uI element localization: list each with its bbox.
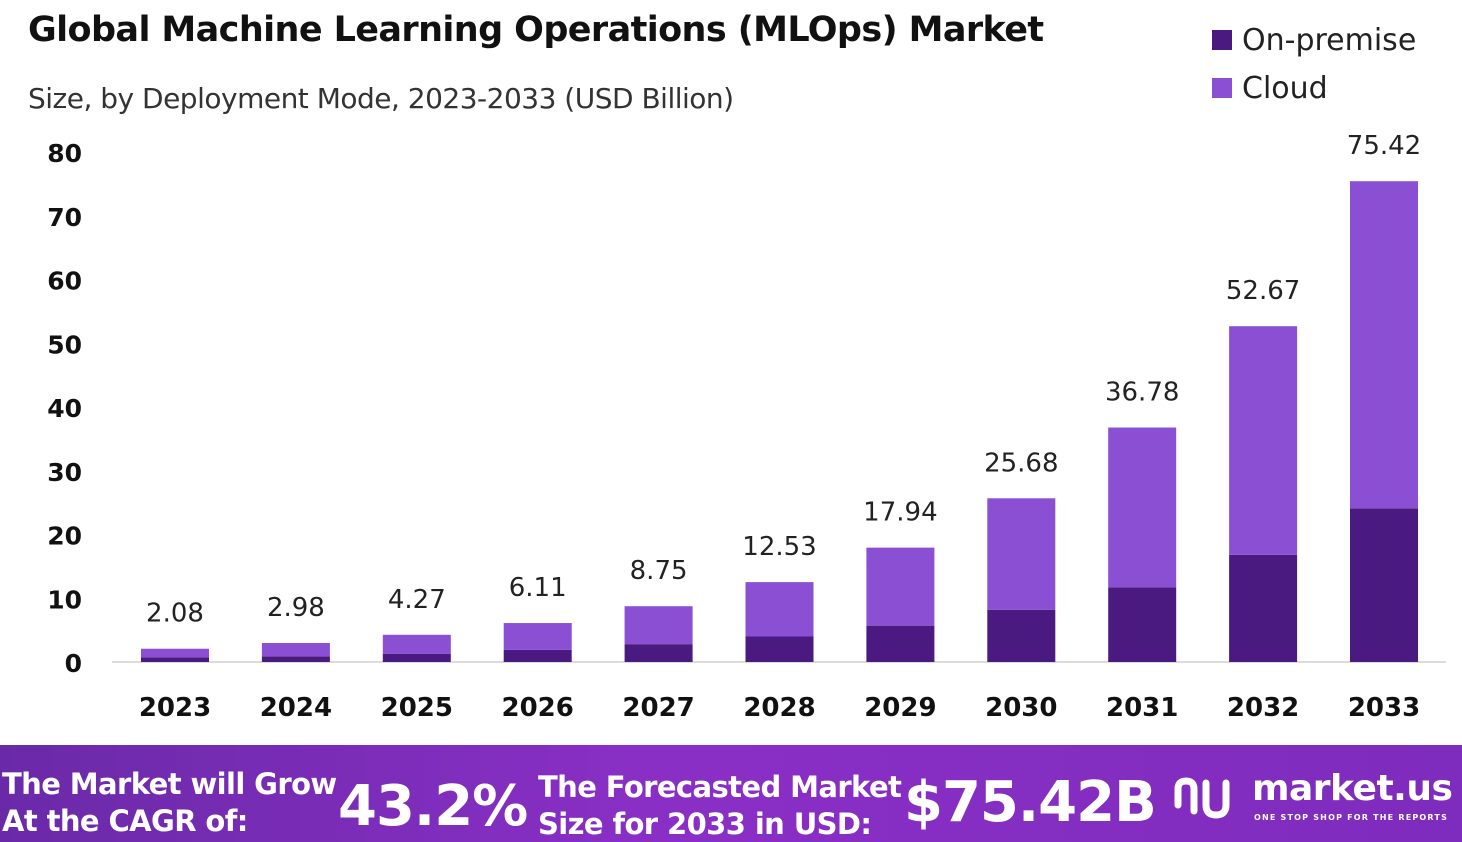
y-tick-label: 30 — [47, 458, 82, 487]
bar-segment-on-premise — [1108, 587, 1177, 662]
x-tick-label: 2027 — [622, 693, 694, 723]
x-tick-label: 2025 — [381, 693, 453, 723]
bar-segment-cloud — [1229, 326, 1298, 555]
bar-segment-cloud — [382, 634, 451, 654]
y-tick-label: 0 — [65, 649, 82, 678]
x-tick-label: 2031 — [1106, 693, 1178, 723]
cagr-value: 43.2% — [338, 774, 528, 839]
bar-total-label: 2.98 — [267, 593, 325, 623]
chart-subtitle: Size, by Deployment Mode, 2023-2033 (USD… — [28, 82, 734, 115]
chart-legend: On-premise Cloud — [1212, 16, 1416, 112]
bar-segment-cloud — [503, 623, 572, 650]
forecast-label-line2: Size for 2033 in USD: — [538, 807, 872, 841]
bar-total-label: 6.11 — [509, 573, 567, 603]
forecast-label-line1: The Forecasted Market — [538, 770, 902, 804]
y-tick-label: 70 — [47, 203, 82, 232]
bar-segment-on-premise — [503, 649, 572, 662]
bar-total-label: 25.68 — [984, 448, 1058, 478]
cagr-label-line1: The Market will Grow — [2, 767, 337, 801]
bar-total-label: 52.67 — [1226, 276, 1300, 306]
legend-label-cloud: Cloud — [1242, 70, 1328, 106]
chart-title: Global Machine Learning Operations (MLOp… — [28, 10, 1044, 50]
bar-segment-on-premise — [624, 644, 693, 662]
bar-segment-cloud — [987, 498, 1056, 610]
footer-banner: The Market will Grow At the CAGR of: 43.… — [0, 745, 1462, 842]
bar-segment-on-premise — [987, 609, 1056, 662]
bar-segment-on-premise — [866, 625, 935, 662]
x-tick-label: 2032 — [1227, 693, 1299, 723]
bar-segment-cloud — [866, 547, 935, 626]
x-tick-label: 2028 — [743, 693, 815, 723]
bar-total-label: 17.94 — [863, 498, 937, 528]
bar-segment-on-premise — [261, 656, 330, 662]
bar-total-label: 4.27 — [388, 585, 446, 615]
x-tick-label: 2023 — [139, 693, 211, 723]
cagr-label-line2: At the CAGR of: — [2, 804, 248, 838]
x-tick-label: 2030 — [985, 693, 1057, 723]
bar-segment-cloud — [624, 606, 693, 645]
y-tick-label: 10 — [47, 585, 82, 614]
bar-total-label: 12.53 — [742, 532, 816, 562]
legend-swatch-cloud — [1212, 78, 1232, 98]
stacked-bar-chart: 010203040506070802.0820232.9820244.27202… — [47, 131, 1446, 723]
y-tick-label: 60 — [47, 267, 82, 296]
y-tick-label: 50 — [47, 330, 82, 359]
legend-swatch-on-premise — [1212, 30, 1232, 50]
bar-segment-cloud — [1350, 181, 1418, 509]
bar-segment-on-premise — [745, 636, 814, 662]
bar-total-label: 75.42 — [1347, 131, 1421, 161]
y-tick-label: 80 — [47, 139, 82, 168]
forecast-value: $75.42B — [904, 770, 1157, 835]
bar-segment-cloud — [1108, 427, 1177, 588]
bar-segment-cloud — [261, 643, 330, 657]
bar-total-label: 2.08 — [146, 599, 204, 629]
brand-name: market.us — [1252, 768, 1453, 809]
legend-label-on-premise: On-premise — [1242, 22, 1417, 58]
legend-item-cloud: Cloud — [1212, 64, 1416, 112]
bar-total-label: 36.78 — [1105, 378, 1179, 408]
bar-segment-on-premise — [382, 653, 451, 662]
market-us-logo-icon — [1174, 777, 1230, 819]
legend-item-on-premise: On-premise — [1212, 16, 1416, 64]
bar-segment-on-premise — [1229, 554, 1298, 662]
x-tick-label: 2026 — [502, 693, 574, 723]
bar-segment-cloud — [745, 582, 814, 637]
x-tick-label: 2033 — [1348, 693, 1420, 723]
y-tick-label: 40 — [47, 394, 82, 423]
bar-segment-cloud — [141, 648, 209, 658]
y-tick-label: 20 — [47, 522, 82, 551]
x-tick-label: 2024 — [260, 693, 332, 723]
bar-segment-on-premise — [1350, 508, 1418, 662]
bar-segment-on-premise — [141, 657, 209, 662]
brand-tagline: ONE STOP SHOP FOR THE REPORTS — [1254, 813, 1449, 822]
x-tick-label: 2029 — [864, 693, 936, 723]
bar-total-label: 8.75 — [630, 556, 688, 586]
